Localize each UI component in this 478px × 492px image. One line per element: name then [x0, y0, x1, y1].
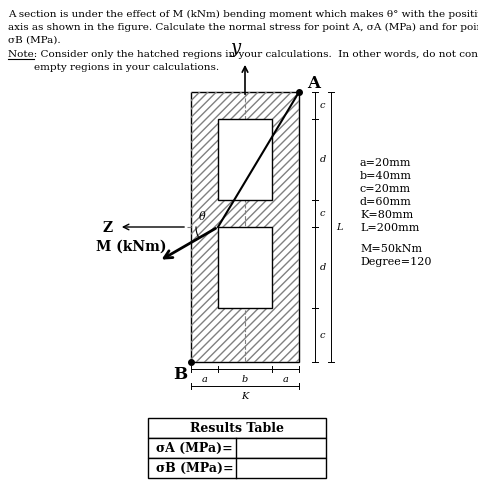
Text: y: y [231, 39, 241, 57]
Text: A: A [307, 75, 320, 92]
Text: c: c [320, 101, 326, 110]
Text: b=40mm: b=40mm [360, 171, 412, 181]
Text: a: a [282, 375, 288, 384]
Bar [148, 438, 326, 458]
Text: a: a [202, 375, 207, 384]
Text: σA (MPa)=: σA (MPa)= [156, 441, 233, 455]
Text: Note: Consider only the hatched regions in your calculations.  In other words, d: Note: Consider only the hatched regions … [8, 50, 478, 59]
Text: a=20mm: a=20mm [360, 158, 412, 168]
Text: K=80mm: K=80mm [360, 210, 413, 220]
Bar [191, 92, 299, 362]
Bar [218, 119, 272, 200]
Text: empty regions in your calculations.: empty regions in your calculations. [8, 63, 219, 72]
Text: L=200mm: L=200mm [360, 223, 419, 233]
Text: c=20mm: c=20mm [360, 184, 411, 194]
Bar [148, 418, 326, 438]
Text: d: d [320, 263, 326, 272]
Text: σB (MPa)=: σB (MPa)= [156, 461, 234, 474]
Text: c: c [320, 209, 326, 218]
Text: Degree=120: Degree=120 [360, 257, 432, 267]
Text: σB (MPa).: σB (MPa). [8, 36, 61, 45]
Bar [218, 227, 272, 308]
Text: Results Table: Results Table [190, 422, 284, 434]
Text: M=50kNm: M=50kNm [360, 244, 422, 254]
Text: K: K [241, 392, 249, 401]
Text: M (kNm): M (kNm) [96, 240, 166, 254]
Text: b: b [242, 375, 248, 384]
Text: c: c [320, 331, 326, 339]
Text: Z: Z [103, 221, 113, 235]
Text: axis as shown in the figure. Calculate the normal stress for point A, σA (MPa) a: axis as shown in the figure. Calculate t… [8, 23, 478, 32]
Text: θ: θ [199, 212, 206, 222]
Text: A section is under the effect of M (kNm) bending moment which makes θ° with the : A section is under the effect of M (kNm)… [8, 10, 478, 19]
Bar [148, 458, 326, 478]
Text: B: B [173, 366, 187, 383]
Text: d: d [320, 155, 326, 164]
Text: L: L [336, 222, 343, 232]
Bar [191, 92, 299, 362]
Text: d=60mm: d=60mm [360, 197, 412, 207]
